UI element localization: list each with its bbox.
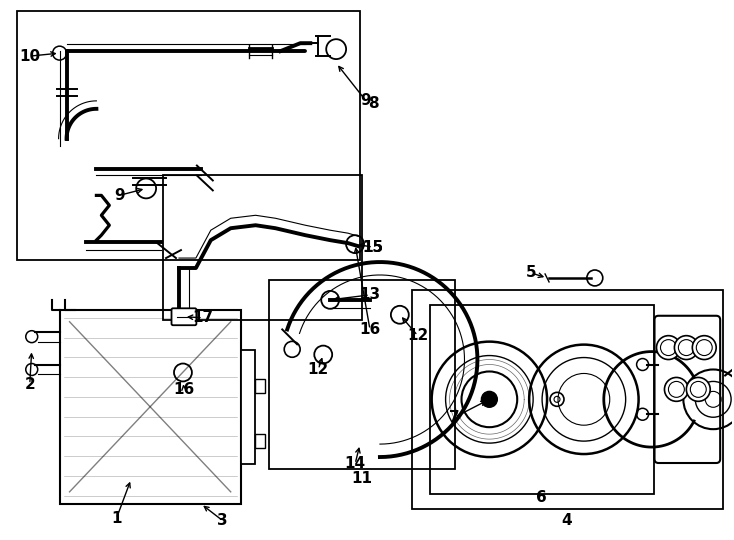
Bar [255,380,264,393]
Circle shape [482,392,498,407]
Text: 11: 11 [352,471,373,487]
FancyBboxPatch shape [655,316,720,463]
Text: 9: 9 [360,93,371,109]
Text: 15: 15 [363,240,384,255]
Text: 4: 4 [562,513,573,528]
Text: 7: 7 [449,410,460,425]
Text: 17: 17 [192,310,214,325]
Text: 13: 13 [360,287,380,302]
Bar [241,349,255,464]
Text: 12: 12 [308,362,329,377]
Bar [412,290,723,509]
Bar [17,11,360,260]
Text: 16: 16 [173,382,195,397]
Circle shape [664,377,688,401]
Bar [163,176,362,320]
FancyBboxPatch shape [172,308,197,325]
Text: 9: 9 [114,188,125,203]
Text: 6: 6 [536,490,547,505]
Circle shape [692,336,716,360]
Bar [255,434,264,448]
Text: 2: 2 [24,377,35,392]
Text: 14: 14 [344,456,366,471]
Text: 1: 1 [111,511,122,526]
Circle shape [686,377,711,401]
Bar [59,310,241,504]
Text: 16: 16 [360,322,381,337]
Text: 5: 5 [526,266,537,280]
Bar [429,305,653,494]
Bar [269,280,454,469]
Text: 8: 8 [368,96,378,111]
Text: 15: 15 [363,240,384,255]
Text: 12: 12 [407,328,429,343]
Circle shape [675,336,698,360]
Text: 10: 10 [19,49,40,64]
Text: 3: 3 [217,513,228,528]
Circle shape [656,336,680,360]
